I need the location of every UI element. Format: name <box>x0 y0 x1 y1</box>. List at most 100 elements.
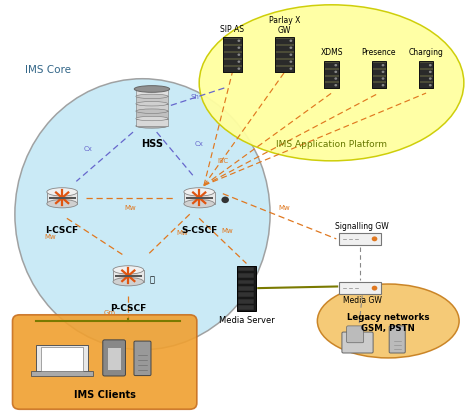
Ellipse shape <box>134 86 170 92</box>
Circle shape <box>382 70 384 73</box>
Ellipse shape <box>184 199 215 208</box>
Bar <box>238 293 255 297</box>
Text: Signalling GW: Signalling GW <box>336 222 389 231</box>
Circle shape <box>290 47 292 49</box>
Circle shape <box>237 40 240 42</box>
Circle shape <box>221 197 229 203</box>
Ellipse shape <box>184 188 215 196</box>
Circle shape <box>429 64 432 66</box>
Bar <box>238 299 255 304</box>
Text: Parlay X
GW: Parlay X GW <box>269 16 300 35</box>
Text: Gm: Gm <box>103 310 116 316</box>
Bar <box>136 111 168 119</box>
Bar <box>47 192 77 204</box>
Bar <box>372 63 386 68</box>
Bar <box>238 286 255 291</box>
Bar <box>41 347 83 371</box>
Bar <box>372 82 386 88</box>
Bar <box>108 348 121 370</box>
Bar <box>184 192 215 204</box>
Circle shape <box>429 77 432 80</box>
Text: Charging: Charging <box>409 47 444 56</box>
Bar <box>136 89 168 96</box>
Circle shape <box>382 84 384 87</box>
Circle shape <box>290 40 292 42</box>
Circle shape <box>334 77 337 80</box>
Bar <box>275 66 294 72</box>
Bar <box>372 61 386 88</box>
Bar <box>31 372 93 377</box>
Ellipse shape <box>47 199 77 208</box>
FancyBboxPatch shape <box>103 340 126 376</box>
Bar <box>115 275 142 277</box>
Bar <box>419 69 433 75</box>
Text: Sh: Sh <box>190 94 199 100</box>
Bar <box>237 266 256 311</box>
Text: Legacy networks
GSM, PSTN: Legacy networks GSM, PSTN <box>347 313 429 333</box>
Bar <box>419 76 433 81</box>
Text: Media GW: Media GW <box>343 296 382 305</box>
Bar <box>36 345 88 374</box>
Text: IMS Application Platform: IMS Application Platform <box>276 140 387 149</box>
Circle shape <box>237 54 240 56</box>
Text: 🔒: 🔒 <box>149 275 155 284</box>
Text: Media Server: Media Server <box>219 316 274 325</box>
Text: IMS Clients: IMS Clients <box>74 390 136 400</box>
Bar <box>275 52 294 58</box>
Circle shape <box>372 236 377 241</box>
FancyBboxPatch shape <box>389 326 405 353</box>
Bar <box>419 82 433 88</box>
Text: ISC: ISC <box>217 158 228 164</box>
Bar <box>275 37 294 72</box>
Text: Mw: Mw <box>222 228 233 234</box>
Circle shape <box>290 54 292 56</box>
Bar <box>113 270 144 282</box>
Ellipse shape <box>15 79 270 350</box>
Ellipse shape <box>136 94 168 98</box>
Bar <box>372 76 386 81</box>
Bar <box>275 45 294 51</box>
FancyBboxPatch shape <box>338 282 381 294</box>
Circle shape <box>429 70 432 73</box>
Circle shape <box>237 47 240 49</box>
Bar <box>186 197 213 199</box>
Circle shape <box>290 61 292 63</box>
Ellipse shape <box>136 87 168 91</box>
Ellipse shape <box>199 5 464 161</box>
Circle shape <box>429 84 432 87</box>
Bar <box>275 38 294 44</box>
Bar <box>136 96 168 104</box>
Bar <box>223 59 242 65</box>
Ellipse shape <box>136 109 168 113</box>
Bar <box>419 63 433 68</box>
Text: Mw: Mw <box>177 229 189 236</box>
Text: P-CSCF: P-CSCF <box>110 304 146 313</box>
FancyBboxPatch shape <box>342 332 373 353</box>
Circle shape <box>237 68 240 70</box>
Ellipse shape <box>47 188 77 196</box>
Bar <box>324 82 338 88</box>
Text: Presence: Presence <box>362 47 396 56</box>
Text: Cx: Cx <box>195 141 204 147</box>
Bar <box>223 66 242 72</box>
Bar <box>324 76 338 81</box>
Bar <box>419 61 433 88</box>
Bar <box>324 61 338 88</box>
Ellipse shape <box>113 278 144 286</box>
Bar <box>136 104 168 111</box>
Circle shape <box>382 64 384 66</box>
Bar <box>238 267 255 272</box>
Circle shape <box>382 77 384 80</box>
Text: Mw: Mw <box>125 205 137 211</box>
Bar <box>372 69 386 75</box>
Bar <box>238 273 255 278</box>
Bar <box>238 279 255 284</box>
Ellipse shape <box>136 116 168 121</box>
Text: HSS: HSS <box>141 139 163 150</box>
FancyBboxPatch shape <box>12 315 197 409</box>
Ellipse shape <box>136 101 168 106</box>
Circle shape <box>334 84 337 87</box>
Bar <box>223 45 242 51</box>
Bar <box>223 52 242 58</box>
Text: Cx: Cx <box>84 145 92 152</box>
